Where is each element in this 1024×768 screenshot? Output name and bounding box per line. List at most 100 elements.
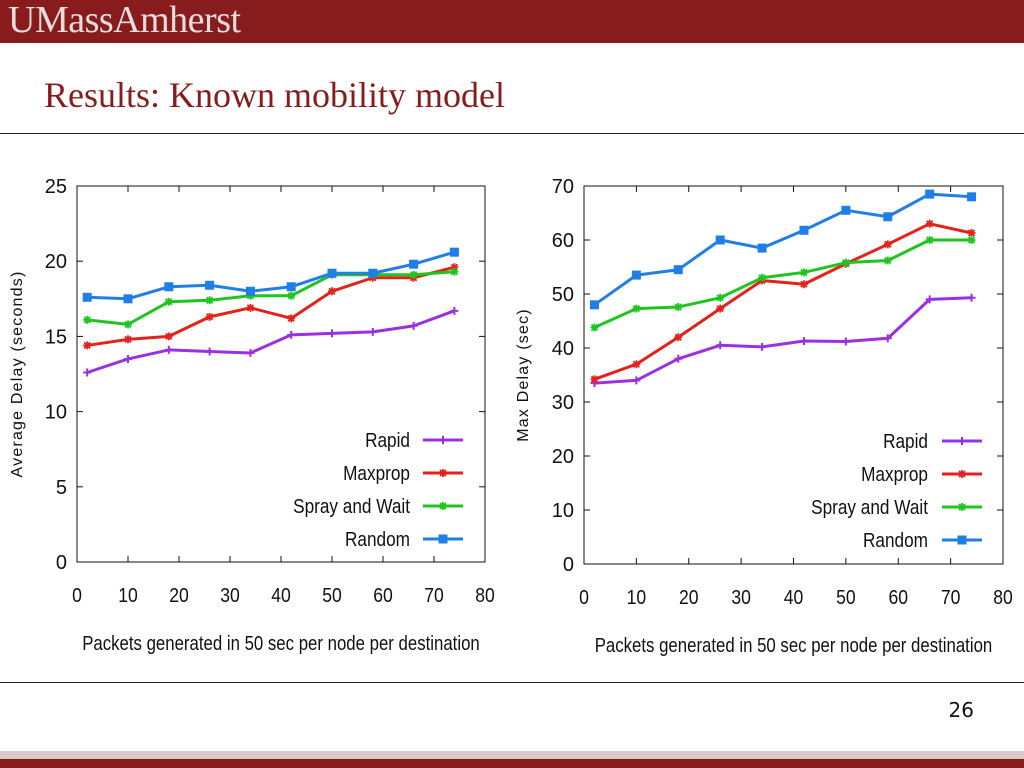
chart2-legend-entry-spray-and-wait: Spray and Wait — [811, 496, 982, 519]
chart2-y-tick-label: 70 — [552, 176, 574, 198]
chart1-x-tick-label: 40 — [271, 584, 291, 606]
chart2-series-spray-and-wait-point — [758, 273, 767, 282]
chart1-legend-label: Maxprop — [343, 462, 410, 485]
chart2-series-random-point — [631, 270, 641, 280]
chart1-series-rapid-point — [164, 345, 173, 354]
chart2-series-rapid-point — [674, 354, 683, 363]
chart1-y-tick-label: 15 — [45, 326, 67, 348]
chart1-series-spray-and-wait-point — [287, 291, 296, 300]
footer-divider — [0, 682, 1024, 683]
chart2-legend-label: Rapid — [883, 430, 928, 453]
chart1-series-rapid-point — [287, 330, 296, 339]
chart1-series-rapid-point — [409, 321, 418, 330]
chart2-y-tick-label: 30 — [552, 392, 574, 414]
chart1-series-maxprop-point — [83, 341, 92, 350]
chart1-series-rapid-point — [124, 354, 132, 363]
chart2-series-random-point — [799, 225, 809, 235]
chart2-legend-marker — [958, 503, 966, 511]
footer-strip-light — [0, 751, 1024, 759]
chart2-series-spray-and-wait-point — [967, 236, 976, 244]
chart1-series-maxprop-point — [164, 332, 173, 341]
chart1-series-rapid-point — [328, 329, 336, 338]
top-banner: UMassAmherst — [0, 0, 1024, 43]
chart1-series-random-line — [87, 250, 455, 301]
chart2-x-tick-label: 10 — [627, 586, 647, 608]
chart1-series-rapid-point — [246, 348, 255, 357]
chart1-series-maxprop-point — [124, 335, 132, 344]
chart2-series-random-point — [841, 205, 851, 215]
chart2-series-rapid-point — [925, 295, 934, 304]
chart1-legend-entry-random: Random — [345, 528, 463, 551]
chart2-series-spray-and-wait-point — [716, 293, 725, 302]
chart1-series-rapid — [83, 306, 459, 377]
chart2-series-rapid — [590, 293, 976, 388]
chart2-legend-label: Spray and Wait — [811, 496, 929, 519]
chart2-x-axis-label: Packets generated in 50 sec per node per… — [595, 634, 993, 657]
chart2-series-spray-and-wait-point — [841, 258, 850, 267]
chart1-series-spray-and-wait-line — [87, 270, 455, 326]
title-divider — [0, 133, 1024, 134]
chart1-series-random-point — [368, 268, 378, 278]
chart2-legend-marker — [958, 437, 966, 445]
chart2-legend-marker — [958, 470, 966, 478]
chart2-series-spray-and-wait-line — [593, 238, 972, 329]
chart2-series-random-point — [589, 300, 599, 310]
chart1-y-tick-label: 10 — [45, 402, 67, 424]
chart2-legend-marker — [957, 535, 967, 545]
chart2-y-tick-label: 50 — [552, 284, 574, 306]
chart1-series-random-point — [286, 282, 296, 292]
chart2-series-random-line — [593, 192, 972, 307]
chart2-series-rapid-point — [758, 342, 767, 351]
chart2-series-rapid-line — [594, 296, 972, 385]
chart1-series-random-point — [205, 280, 215, 290]
chart2-y-axis-label: Max Delay (sec) — [515, 308, 532, 442]
chart2-x-tick-label: 0 — [579, 586, 589, 608]
chart2-legend-entry-maxprop: Maxprop — [861, 463, 982, 486]
chart1-series-maxprop-point — [287, 314, 296, 323]
chart2-legend-entry-random: Random — [863, 529, 982, 551]
chart2-series-maxprop-line — [593, 222, 972, 381]
chart1-series-rapid-point — [450, 306, 459, 315]
chart1-legend-entry-maxprop: Maxprop — [343, 462, 463, 485]
chart2-x-tick-label: 30 — [731, 586, 751, 608]
chart1-legend-marker — [439, 436, 447, 444]
chart1-series-random-point — [164, 282, 174, 292]
chart2-series-spray-and-wait — [590, 236, 976, 332]
chart2-series-maxprop-point — [883, 240, 892, 249]
chart2-series-maxprop-point — [632, 360, 641, 369]
chart2-x-tick-label: 80 — [993, 586, 1013, 608]
chart1-legend-marker — [439, 469, 447, 477]
chart1-x-tick-label: 70 — [424, 584, 444, 606]
chart1-legend-label: Rapid — [365, 429, 410, 452]
chart1-legend-label: Random — [345, 528, 410, 551]
chart2-y-tick-label: 20 — [552, 446, 574, 468]
chart1-series-maxprop-point — [328, 287, 336, 296]
chart2-series-maxprop-point — [967, 228, 976, 237]
chart2-series-random-point — [967, 192, 977, 202]
chart1-series-maxprop-point — [205, 312, 214, 321]
chart2-series-spray-and-wait-point — [674, 302, 683, 311]
chart2-series-random-point — [883, 212, 893, 222]
page-number: 26 — [948, 698, 974, 722]
chart1-series-spray-and-wait-point — [83, 315, 92, 324]
chart1-y-tick-label: 5 — [56, 477, 67, 499]
chart2-series-spray-and-wait-point — [632, 304, 641, 313]
chart2-legend-label: Maxprop — [861, 463, 928, 486]
chart1-y-axis-label: Average Delay (seconds) — [9, 271, 26, 478]
chart2-series-random-point — [673, 265, 683, 275]
chart1-series-spray-and-wait-point — [205, 296, 214, 305]
chart1-legend-marker — [438, 534, 448, 544]
chart2-series-random-point — [925, 189, 935, 199]
footer-strip-dark — [0, 759, 1024, 768]
chart1-y-tick-label: 25 — [45, 176, 67, 198]
chart1-x-tick-label: 10 — [118, 584, 138, 606]
chart2-series-spray-and-wait-point — [925, 236, 934, 244]
chart1-x-tick-label: 80 — [475, 584, 495, 606]
chart1-legend-label: Spray and Wait — [293, 495, 411, 518]
chart2-series-maxprop-point — [674, 333, 683, 342]
chart2-y-tick-label: 10 — [552, 500, 574, 522]
chart1-series-maxprop-line — [86, 265, 455, 347]
chart2-series-rapid-point — [967, 293, 976, 302]
chart2-series-maxprop-point — [716, 304, 725, 313]
chart1-x-tick-label: 30 — [220, 584, 240, 606]
